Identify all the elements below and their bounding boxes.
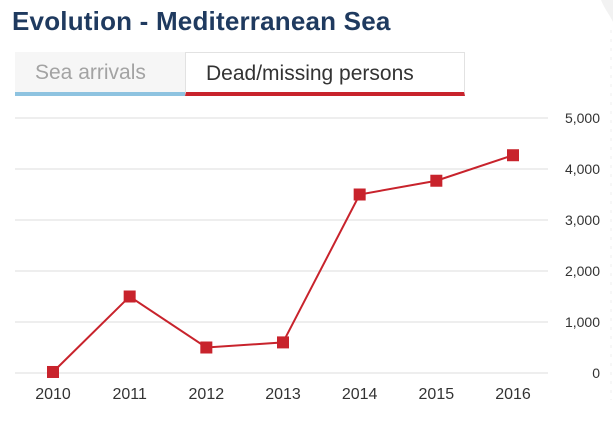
data-point[interactable]	[353, 188, 366, 201]
y-tick-label: 0	[592, 365, 600, 381]
data-point[interactable]	[430, 174, 443, 187]
y-axis-tick-labels: 0 1,000 2,000 3,000 4,000 5,000	[565, 110, 600, 381]
chart-tabs: Sea arrivals Dead/missing persons	[15, 52, 465, 100]
tab-dead-missing-persons[interactable]: Dead/missing persons	[185, 52, 465, 96]
x-tick-label: 2016	[495, 386, 531, 403]
x-tick-label: 2011	[112, 386, 147, 403]
x-axis-tick-labels: 2010 2011 2012 2013 2014 2015 2016	[35, 386, 531, 403]
tab-sea-arrivals[interactable]: Sea arrivals	[15, 52, 185, 96]
page-title: Evolution - Mediterranean Sea	[12, 6, 391, 36]
data-point[interactable]	[200, 341, 213, 354]
data-point[interactable]	[277, 336, 289, 349]
y-tick-label: 5,000	[565, 110, 600, 126]
x-tick-label: 2013	[265, 386, 301, 403]
x-tick-label: 2012	[189, 386, 225, 403]
data-point[interactable]	[507, 149, 519, 162]
series-points	[47, 149, 519, 378]
y-tick-label: 1,000	[565, 314, 600, 330]
decorative-scroll-edge	[601, 0, 613, 400]
data-point[interactable]	[123, 290, 136, 303]
x-tick-label: 2015	[419, 386, 455, 403]
x-tick-label: 2010	[35, 386, 71, 403]
y-tick-label: 4,000	[565, 161, 600, 177]
data-point[interactable]	[47, 365, 59, 378]
gridlines	[15, 117, 548, 374]
y-tick-label: 2,000	[565, 263, 600, 279]
y-tick-label: 3,000	[565, 212, 600, 228]
x-tick-label: 2014	[342, 386, 378, 403]
